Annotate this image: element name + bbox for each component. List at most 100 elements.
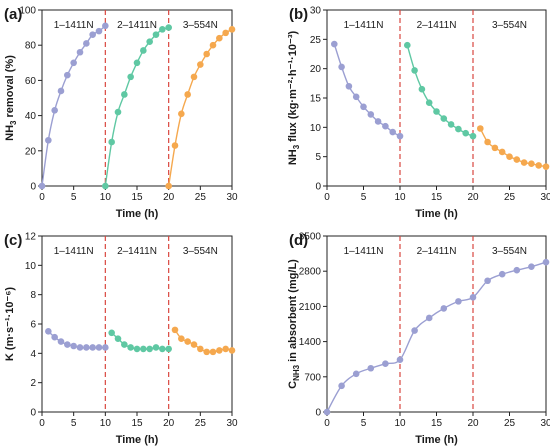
data-point	[396, 132, 404, 140]
data-point	[455, 298, 462, 305]
data-point	[469, 132, 477, 140]
y-tick-label: 2100	[299, 302, 322, 313]
data-point	[146, 345, 153, 353]
y-tick-label: 10	[25, 261, 37, 272]
plot-frame	[326, 9, 547, 187]
data-point	[76, 344, 84, 351]
x-tick-label: 5	[361, 192, 367, 203]
x-tick-label: 5	[361, 418, 367, 429]
data-point	[152, 31, 160, 38]
x-tick-label: 15	[431, 418, 443, 429]
data-point	[455, 125, 462, 133]
data-point	[190, 341, 198, 348]
y-tick-label: 700	[304, 372, 321, 383]
data-point	[165, 182, 172, 190]
x-tick-label: 30	[540, 192, 550, 203]
y-axis-label-rest: in absorbent (mg/L)	[287, 259, 299, 365]
series-line	[479, 128, 547, 168]
x-tick-label: 20	[467, 418, 479, 429]
x-tick-label: 25	[504, 418, 516, 429]
y-tick-label: 0	[315, 408, 321, 419]
data-point	[184, 338, 191, 345]
series-line	[406, 45, 474, 137]
data-point	[51, 333, 58, 341]
data-point	[51, 107, 58, 114]
data-point	[374, 118, 382, 125]
data-point	[127, 344, 134, 351]
data-point	[352, 370, 360, 378]
x-tick-label: 30	[226, 192, 238, 203]
plot-frame	[41, 9, 233, 187]
data-point	[178, 110, 185, 118]
data-point	[477, 125, 484, 132]
y-tick-label: 0	[315, 182, 321, 193]
data-point	[345, 82, 353, 90]
panel-label: (a)	[4, 6, 22, 23]
data-point	[528, 160, 535, 168]
data-point	[102, 344, 109, 351]
y-tick-label: 15	[310, 94, 322, 105]
y-axis-label-main: NH	[4, 125, 16, 141]
x-tick-label: 15	[131, 192, 143, 203]
plot-frame	[326, 235, 547, 413]
segment-label: 3–554N	[492, 246, 527, 257]
data-point	[469, 294, 477, 301]
data-point	[338, 382, 345, 390]
x-tick-label: 25	[504, 192, 516, 203]
series-line	[326, 261, 547, 413]
data-point	[108, 138, 115, 146]
data-point	[83, 40, 90, 47]
data-point	[203, 348, 210, 356]
data-point	[89, 344, 96, 351]
data-point	[484, 277, 491, 285]
x-axis-label: Time (h)	[415, 434, 458, 446]
x-axis-label: Time (h)	[116, 208, 159, 220]
x-tick-label: 0	[324, 192, 330, 203]
data-point	[447, 121, 455, 128]
x-tick-label: 20	[163, 418, 175, 429]
x-tick-label: 0	[39, 192, 45, 203]
y-tick-label: 30	[310, 6, 322, 17]
x-tick-label: 15	[131, 418, 143, 429]
y-axis-label: CNH3 in absorbent (mg/L)	[287, 259, 301, 389]
y-tick-label: 1400	[299, 337, 322, 348]
y-tick-label: 8	[30, 290, 36, 301]
data-point	[45, 136, 52, 144]
data-point	[114, 335, 122, 342]
x-axis-label: Time (h)	[415, 208, 458, 220]
panel-d: 0 5 10 15 20 25 30 0 700 1400 2100 2800 3500 Time (h)…	[287, 232, 550, 447]
data-point	[184, 91, 191, 98]
series-line	[41, 25, 106, 187]
data-point	[57, 338, 65, 345]
data-point	[367, 364, 375, 372]
data-point	[159, 26, 166, 33]
plot-frame	[41, 235, 233, 413]
y-axis-label-rest: flux (kg·m⁻²·h⁻¹·10⁻³)	[287, 31, 299, 145]
panel-c: 0 5 10 15 20 25 30 0 2 4 6 8 10 12 Time (h) K (m·s⁻¹·10…	[4, 232, 238, 447]
data-point	[209, 41, 217, 49]
data-point	[197, 345, 204, 353]
data-point	[140, 47, 147, 54]
data-point	[190, 73, 198, 81]
data-point	[38, 182, 46, 190]
data-point	[542, 258, 550, 266]
data-point	[140, 345, 147, 353]
segment-label: 3–554N	[183, 20, 218, 31]
y-tick-label: 3500	[299, 232, 322, 243]
data-point	[197, 61, 204, 68]
y-axis-label: NH3 removal (%)	[4, 55, 18, 141]
y-tick-label: 10	[310, 123, 322, 134]
y-tick-label: 0	[30, 408, 36, 419]
y-axis-label-main: K (m·s⁻¹·10⁻⁶)	[4, 287, 16, 361]
data-point	[121, 91, 128, 98]
x-tick-label: 15	[431, 192, 443, 203]
y-axis-label-subscript: NH3	[292, 364, 301, 381]
data-point	[382, 122, 389, 130]
segment-label: 2–1411N	[117, 246, 157, 257]
data-point	[411, 67, 418, 74]
data-point	[425, 99, 433, 106]
segment-label: 1–1411N	[344, 246, 384, 257]
data-point	[64, 341, 71, 348]
data-point	[171, 326, 179, 334]
data-point	[352, 93, 360, 101]
